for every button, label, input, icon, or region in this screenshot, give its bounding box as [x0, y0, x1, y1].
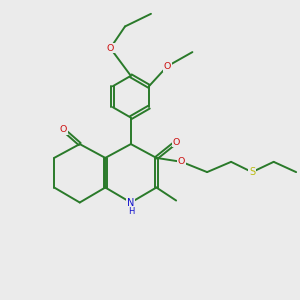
Text: O: O: [178, 157, 185, 166]
Text: H: H: [128, 207, 134, 216]
Text: O: O: [164, 62, 171, 71]
Text: O: O: [106, 44, 114, 53]
Text: O: O: [59, 125, 67, 134]
Text: N: N: [127, 197, 134, 208]
Text: S: S: [249, 167, 255, 177]
Text: O: O: [172, 138, 180, 147]
